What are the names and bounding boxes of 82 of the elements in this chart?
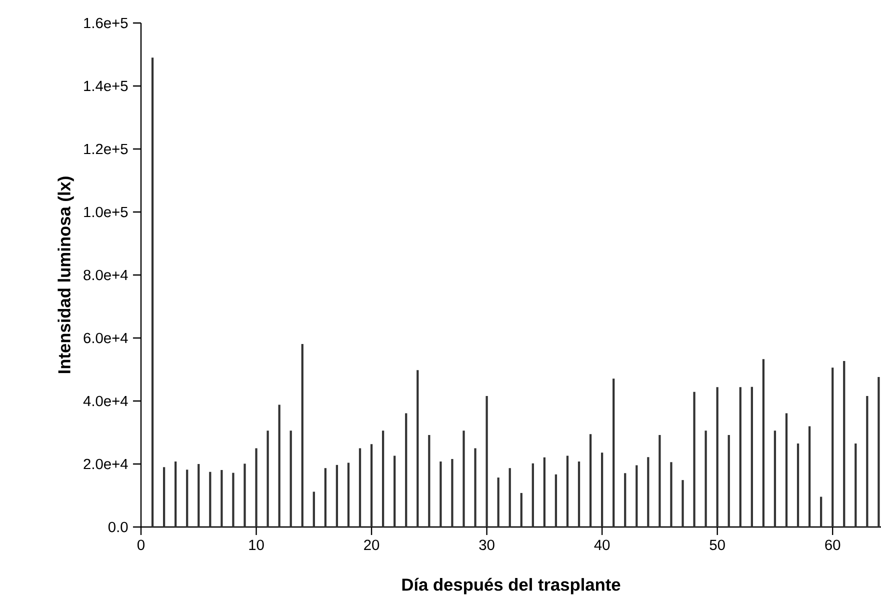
bar: [832, 368, 834, 527]
bar: [220, 470, 223, 527]
bar: [716, 387, 718, 527]
bar: [209, 472, 212, 527]
bar: [704, 430, 707, 527]
bar: [151, 58, 154, 527]
bar: [636, 465, 638, 527]
bar: [232, 472, 234, 527]
x-axis-title: Día después del trasplante: [402, 578, 620, 594]
bar: [266, 430, 269, 527]
bar: [866, 396, 868, 527]
bar: [658, 435, 661, 527]
bar: [554, 474, 558, 527]
x-tick-label: 60: [825, 540, 840, 550]
bar: [670, 462, 672, 527]
bar: [508, 468, 511, 527]
y-tick-label: 1.2e+5: [84, 144, 128, 154]
bar: [682, 480, 684, 527]
bar: [278, 404, 280, 527]
bar: [532, 463, 534, 527]
bar: [301, 344, 304, 527]
bar: [820, 496, 822, 527]
bar: [566, 456, 569, 527]
bar: [370, 444, 373, 527]
bar: [601, 452, 604, 527]
bar: [462, 430, 465, 527]
bar: [520, 492, 522, 527]
bar: [244, 464, 246, 527]
bar: [589, 434, 592, 527]
bar: [394, 456, 396, 527]
bar: [486, 396, 488, 527]
x-tick-label: 20: [364, 540, 380, 550]
bar: [416, 370, 419, 527]
bar: [198, 464, 200, 527]
y-tick-label: 0.0: [108, 522, 128, 532]
bar: [162, 467, 166, 527]
bar: [647, 457, 650, 527]
bar: [255, 448, 258, 527]
bar: [474, 448, 476, 527]
y-tick-label: 1.0e+5: [84, 206, 128, 218]
x-tick-label: 0: [137, 540, 144, 550]
bar: [358, 448, 362, 527]
bar: [728, 435, 730, 527]
bar: [785, 413, 788, 527]
x-tick-label: 30: [479, 540, 494, 550]
bar: [843, 360, 846, 527]
bar: [336, 464, 338, 527]
y-tick-label: 2.0e+4: [84, 458, 128, 470]
bar: [312, 492, 315, 527]
y-axis-title: Intensidad luminosa (lx): [58, 176, 74, 374]
bar: [382, 430, 384, 527]
bar: [739, 387, 742, 527]
bar: [451, 458, 454, 527]
bar: [347, 462, 350, 527]
bar: [290, 430, 292, 527]
bar: [854, 444, 857, 527]
bar: [774, 430, 776, 527]
bar: [612, 378, 615, 527]
bar: [428, 435, 430, 527]
x-tick-label: 10: [249, 540, 264, 550]
bar: [405, 413, 408, 527]
y-tick-label: 1.4e+5: [84, 80, 128, 92]
bar: [762, 359, 765, 527]
bar: [174, 461, 177, 527]
bar: [878, 377, 880, 527]
x-tick-label: 50: [710, 540, 725, 550]
x-tick-label: 40: [594, 540, 610, 550]
bar: [578, 461, 580, 527]
y-tick-label: 8.0e+4: [84, 270, 128, 280]
bar: [693, 392, 696, 527]
bar: [324, 468, 326, 527]
bar: [808, 426, 811, 527]
bar: [543, 457, 546, 527]
y-tick-label: 6.0e+4: [84, 332, 128, 344]
bar: [750, 386, 753, 527]
bar: [186, 470, 188, 527]
bar: [497, 478, 500, 527]
bar: [796, 444, 800, 527]
bar: [624, 473, 626, 527]
y-tick-label: 4.0e+4: [83, 396, 128, 406]
bar: [440, 461, 442, 527]
y-tick-label: 1.6e+5: [84, 18, 128, 28]
